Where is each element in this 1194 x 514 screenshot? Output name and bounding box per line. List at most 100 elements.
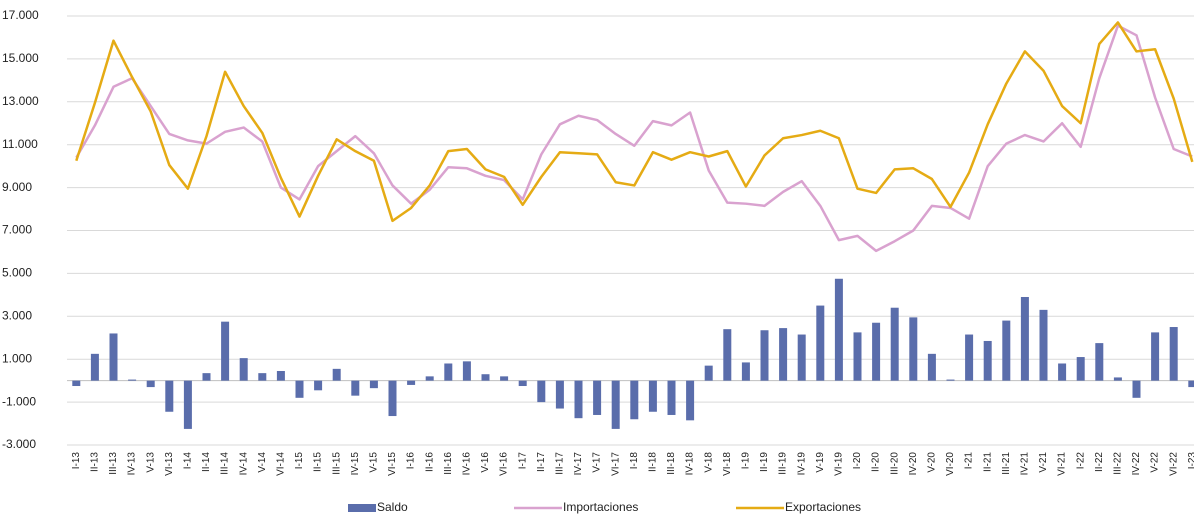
x-tick-label: III-20 (889, 452, 900, 475)
bar (686, 380, 695, 421)
x-tick-label: V-19 (815, 452, 826, 473)
x-tick-label: VI-15 (387, 452, 398, 476)
bar (314, 380, 323, 391)
x-tick-label: II-13 (90, 452, 101, 472)
x-tick-label: II-21 (982, 452, 993, 472)
bar (834, 278, 843, 381)
bar (872, 322, 881, 381)
bar (518, 380, 527, 387)
bar (1058, 363, 1067, 381)
x-tick-label: III-17 (555, 452, 566, 475)
x-tick-label: V-18 (703, 452, 714, 473)
x-tick-label: VI-17 (610, 452, 621, 476)
legend-label: Saldo (377, 500, 408, 514)
x-tick-label: II-16 (424, 452, 435, 472)
y-tick-label: 13.000 (2, 94, 39, 108)
x-tick-label: II-19 (759, 452, 770, 472)
x-tick-label: I-14 (183, 452, 194, 470)
bar (72, 380, 81, 387)
x-tick-label: IV-15 (350, 452, 361, 476)
bar (648, 380, 657, 412)
bar (128, 379, 137, 381)
x-tick-label: VI-21 (1057, 452, 1068, 476)
bar (611, 380, 620, 429)
bar (500, 376, 509, 381)
y-tick-label: 3.000 (2, 308, 32, 322)
x-tick-label: VI-18 (722, 452, 733, 476)
x-tick-label: I-15 (294, 452, 305, 470)
x-tick-label: VI-20 (945, 452, 956, 476)
x-tick-label: IV-16 (462, 452, 473, 476)
x-tick-label: II-17 (536, 452, 547, 472)
bar (927, 353, 936, 381)
bar (351, 380, 360, 396)
bar (983, 340, 992, 381)
bar (1095, 343, 1104, 381)
bar (183, 380, 192, 429)
bar (1113, 377, 1122, 381)
x-tick-label: VI-14 (276, 452, 287, 476)
bar (407, 380, 416, 385)
legend-label: Exportaciones (785, 500, 861, 514)
x-tick-label: V-17 (592, 452, 603, 473)
bar (816, 305, 825, 381)
y-tick-label: 11.000 (2, 137, 38, 151)
bar (444, 363, 453, 381)
bar (481, 374, 490, 381)
x-tick-label: V-15 (369, 452, 380, 473)
bar (221, 321, 230, 381)
x-tick-label: III-18 (666, 452, 677, 475)
x-tick-label: V-21 (1038, 452, 1049, 473)
bar (276, 370, 285, 381)
x-tick-label: IV-13 (127, 452, 138, 476)
x-tick-label: I-22 (1075, 452, 1086, 470)
x-tick-label: IV-20 (908, 452, 919, 476)
x-tick-label: V-16 (480, 452, 491, 473)
x-tick-label: IV-19 (796, 452, 807, 476)
bar (109, 333, 118, 381)
bar (741, 362, 750, 381)
x-tick-label: IV-18 (685, 452, 696, 476)
x-tick-label: III-22 (1113, 452, 1124, 475)
x-tick-label: I-18 (629, 452, 640, 470)
x-tick-label: IV-22 (1131, 452, 1142, 476)
bar (239, 358, 248, 381)
bar (760, 330, 769, 381)
x-tick-label: VI-19 (834, 452, 845, 476)
bar (295, 380, 304, 398)
bar (388, 380, 397, 417)
x-tick-label: III-21 (1001, 452, 1012, 475)
bar (425, 376, 434, 381)
bar (1151, 332, 1160, 381)
x-tick-label: V-13 (145, 452, 156, 473)
line (75, 21, 1194, 223)
x-tick-label: V-22 (1150, 452, 1161, 473)
bar (797, 334, 806, 381)
bar (593, 380, 602, 415)
bar (965, 334, 974, 381)
bar (555, 380, 564, 409)
x-tick-label: III-16 (443, 452, 454, 475)
bar (946, 379, 955, 381)
bar (1188, 380, 1194, 388)
y-tick-label: 9.000 (2, 180, 32, 194)
x-tick-label: II-15 (313, 452, 324, 472)
x-tick-label: VI-22 (1168, 452, 1179, 476)
y-tick-label: 17.000 (2, 8, 39, 22)
bar (165, 380, 174, 412)
bar (1039, 309, 1048, 381)
bar (462, 361, 471, 381)
x-tick-label: I-17 (517, 452, 528, 470)
bar (890, 307, 899, 381)
bar (258, 373, 267, 381)
bar (537, 380, 546, 403)
bar (332, 368, 341, 381)
y-tick-label: -3.000 (2, 437, 36, 451)
bar (909, 317, 918, 381)
bar (202, 373, 211, 381)
bar (667, 380, 676, 415)
y-tick-label: 5.000 (2, 266, 32, 280)
bar (723, 329, 732, 381)
bar (853, 332, 862, 381)
x-tick-label: I-16 (406, 452, 417, 470)
